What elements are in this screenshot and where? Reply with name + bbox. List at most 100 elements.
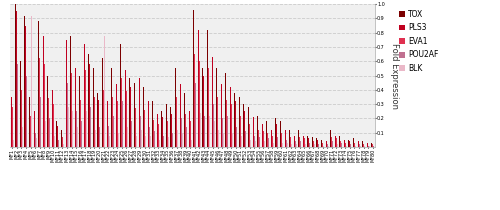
Bar xyxy=(66,67,68,147)
Bar xyxy=(139,79,140,147)
Bar xyxy=(318,144,319,147)
Bar xyxy=(316,138,317,147)
Bar xyxy=(56,121,57,147)
Bar xyxy=(26,76,27,147)
Bar xyxy=(111,68,112,147)
Bar xyxy=(344,140,345,147)
Bar xyxy=(136,136,137,147)
Bar xyxy=(135,108,136,147)
Bar xyxy=(199,61,200,147)
Bar xyxy=(368,146,369,147)
Bar xyxy=(54,136,55,147)
Bar xyxy=(191,140,192,147)
Bar xyxy=(266,121,267,147)
Bar xyxy=(177,116,178,147)
Bar xyxy=(255,141,256,147)
Bar xyxy=(319,146,320,147)
Bar xyxy=(253,117,254,147)
Bar xyxy=(369,146,370,147)
Bar xyxy=(122,118,124,147)
Bar xyxy=(58,140,59,147)
Bar xyxy=(314,144,315,147)
Bar xyxy=(222,118,223,147)
Bar xyxy=(299,133,300,147)
Bar xyxy=(79,76,80,147)
Bar xyxy=(349,141,350,147)
Bar xyxy=(330,130,331,147)
Bar xyxy=(257,116,258,147)
Bar xyxy=(362,143,364,147)
Bar xyxy=(194,54,195,147)
Bar xyxy=(89,64,90,147)
Bar xyxy=(285,130,286,147)
Bar xyxy=(138,68,139,147)
Bar xyxy=(232,133,233,147)
Bar xyxy=(175,68,176,147)
Bar xyxy=(167,121,168,147)
Bar xyxy=(300,144,301,147)
Bar xyxy=(134,93,135,147)
Bar xyxy=(216,79,218,147)
Bar xyxy=(286,140,287,147)
Bar xyxy=(366,141,368,147)
Bar xyxy=(158,134,159,147)
Bar xyxy=(84,44,85,147)
Bar xyxy=(202,68,203,147)
Bar xyxy=(126,113,127,147)
Bar xyxy=(220,76,222,147)
Bar xyxy=(332,10,333,147)
Bar xyxy=(200,113,201,147)
Bar xyxy=(337,144,338,147)
Bar xyxy=(263,131,264,147)
Bar xyxy=(277,137,278,147)
Bar xyxy=(298,130,299,147)
Bar xyxy=(205,130,206,147)
Bar xyxy=(262,124,263,147)
Bar xyxy=(235,101,236,147)
Bar xyxy=(351,146,352,147)
Bar xyxy=(287,143,288,147)
Bar xyxy=(166,111,167,147)
Bar xyxy=(317,140,318,147)
Bar xyxy=(148,101,149,147)
Bar xyxy=(38,21,39,147)
Bar xyxy=(355,144,356,147)
Bar xyxy=(93,68,94,147)
Bar xyxy=(27,97,28,147)
Bar xyxy=(204,116,205,147)
Bar xyxy=(59,143,60,147)
Bar xyxy=(52,90,53,147)
Bar xyxy=(371,143,372,147)
Bar xyxy=(34,111,35,147)
Bar xyxy=(180,84,181,147)
Bar xyxy=(109,136,110,147)
Bar xyxy=(304,141,305,147)
Bar xyxy=(225,73,226,147)
Bar xyxy=(231,104,232,147)
Bar xyxy=(321,140,322,147)
Bar xyxy=(334,133,336,147)
Bar xyxy=(102,68,103,147)
Bar xyxy=(141,130,142,147)
Bar xyxy=(348,140,349,147)
Bar xyxy=(127,127,128,147)
Bar xyxy=(234,93,235,147)
Bar xyxy=(98,113,100,147)
Bar xyxy=(72,111,73,147)
Bar xyxy=(326,141,327,147)
Bar xyxy=(309,143,310,147)
Bar xyxy=(170,107,171,147)
Bar xyxy=(323,144,324,147)
Bar xyxy=(22,127,23,147)
Bar xyxy=(259,137,260,147)
Bar xyxy=(364,146,365,147)
Bar xyxy=(107,101,108,147)
Bar xyxy=(39,30,40,147)
Bar xyxy=(198,30,199,147)
Bar xyxy=(13,140,14,147)
Bar xyxy=(308,141,309,147)
Bar xyxy=(184,93,185,147)
Legend: TOX, PLS3, EVA1, POU2AF, BLK: TOX, PLS3, EVA1, POU2AF, BLK xyxy=(397,8,440,74)
Bar xyxy=(372,144,373,147)
Bar xyxy=(291,141,292,147)
